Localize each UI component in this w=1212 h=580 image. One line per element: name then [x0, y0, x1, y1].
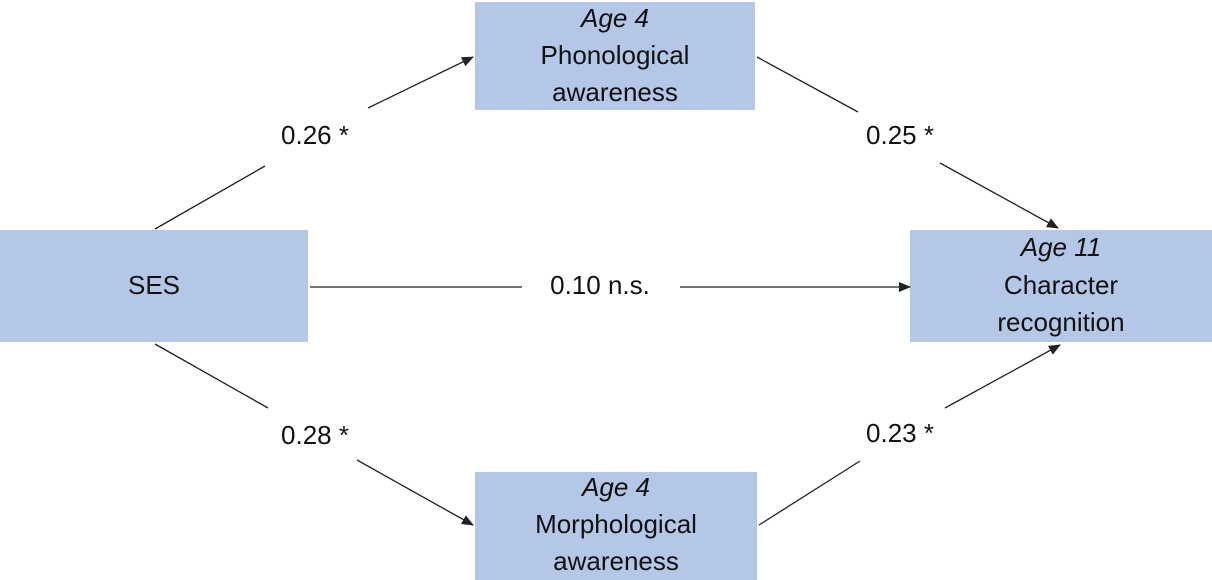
node-title: Age 11 — [1019, 232, 1101, 262]
edge-arrow — [944, 344, 1061, 409]
node-label: Character — [1004, 270, 1118, 300]
edge-label: 0.25 * — [866, 120, 934, 150]
edge-arrow — [367, 56, 474, 109]
node-title: Age 4 — [579, 3, 649, 33]
edge-label: 0.26 * — [281, 120, 349, 150]
node-label: SES — [128, 270, 180, 300]
edge-arrow — [939, 162, 1059, 229]
box-character — [910, 230, 1212, 342]
node-label: awareness — [553, 546, 679, 576]
node-label: recognition — [997, 307, 1124, 337]
edge-line — [154, 343, 269, 409]
edge-line — [154, 165, 266, 230]
edge-line — [756, 56, 859, 113]
box-phonological — [475, 2, 755, 110]
edge-label: 0.28 * — [281, 420, 349, 450]
box-ses — [0, 230, 308, 342]
node-title: Age 4 — [580, 472, 650, 502]
edge-line — [758, 460, 861, 526]
node-label: awareness — [552, 77, 678, 107]
edge-arrow — [356, 459, 474, 526]
node-label: Phonological — [541, 40, 690, 70]
box-morphological — [475, 472, 757, 580]
edge-label: 0.10 n.s. — [550, 270, 650, 300]
node-label: Morphological — [535, 509, 697, 539]
edge-label: 0.23 * — [866, 418, 934, 448]
